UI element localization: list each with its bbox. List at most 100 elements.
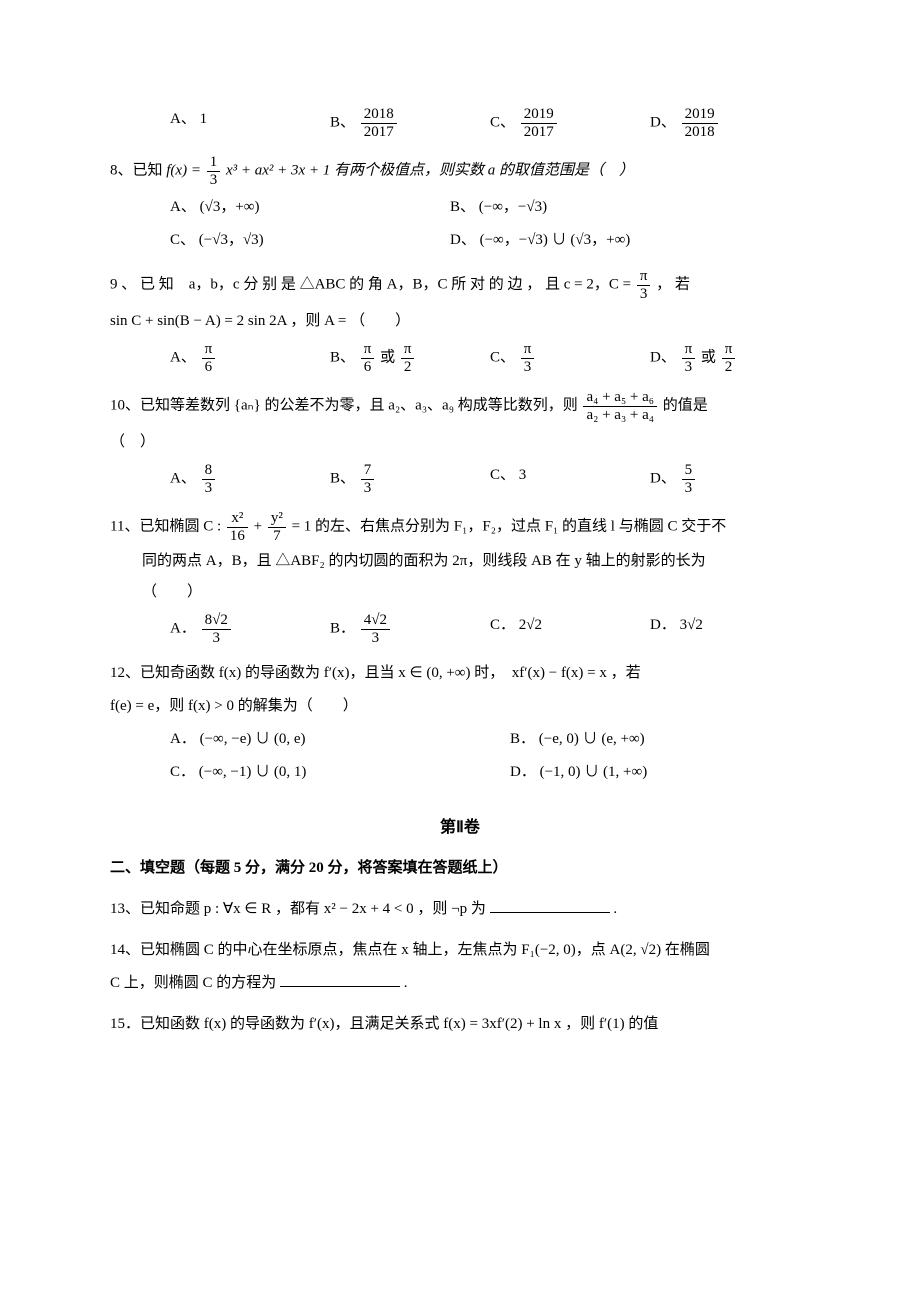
denominator: 3	[637, 286, 651, 303]
opt-text: (−∞，−√3) ∪ (√3，+∞)	[480, 232, 631, 248]
text: .	[404, 975, 408, 991]
opt-text: (−∞, −e) ∪ (0, e)	[200, 731, 306, 747]
blank	[280, 971, 400, 987]
q10-opt-C: C、 3	[490, 462, 610, 496]
q8-stem: 8、已知 f(x) = 1 3 x³ + ax² + 3x + 1 有两个极值点…	[110, 154, 810, 188]
text: 或	[701, 349, 720, 365]
q11-opt-B: B． 4√2 3	[330, 612, 450, 646]
denominator: 6	[202, 359, 216, 376]
fraction: π 3	[521, 341, 535, 375]
opt-text: (−√3，√3)	[199, 232, 264, 248]
fraction: 8 3	[202, 462, 216, 496]
denominator: a₂ + a₃ + a₄	[583, 407, 657, 424]
opt-label: D、	[650, 114, 676, 130]
fraction: π 3	[637, 268, 651, 302]
math: f(x) =	[166, 162, 204, 178]
q12-opt-D: D． (−1, 0) ∪ (1, +∞)	[510, 759, 647, 786]
numerator: π	[521, 341, 535, 359]
q11-opt-C: C． 2√2	[490, 612, 610, 646]
opt-label: B、	[330, 114, 355, 130]
q8-options-row2: C、 (−√3，√3) D、 (−∞，−√3) ∪ (√3，+∞)	[110, 227, 810, 254]
numerator: π	[361, 341, 375, 359]
text: +	[254, 518, 266, 534]
denominator: 2	[722, 359, 736, 376]
opt-label: A、	[170, 111, 196, 127]
denominator: 3	[207, 172, 221, 189]
opt-label: D、	[450, 232, 476, 248]
denominator: 6	[361, 359, 375, 376]
opt-label: C．	[490, 617, 515, 633]
section2-heading: 二、填空题（每题 5 分，满分 20 分，将答案填在答题纸上）	[110, 855, 810, 882]
fraction: 5 3	[682, 462, 696, 496]
numerator: 4√2	[361, 612, 390, 630]
text: 或	[380, 349, 399, 365]
text: .	[613, 901, 617, 917]
numerator: 2019	[682, 106, 718, 124]
q10-options: A、 8 3 B、 7 3 C、 3 D、 5 3	[110, 462, 810, 496]
numerator: π	[401, 341, 415, 359]
opt-text: (−∞, −1) ∪ (0, 1)	[199, 764, 307, 780]
text: C 上，则椭圆 C 的方程为	[110, 975, 276, 991]
q11-opt-A: A． 8√2 3	[170, 612, 290, 646]
q10-opt-A: A、 8 3	[170, 462, 290, 496]
text: = 1 的左、右焦点分别为 F₁，F₂，过点 F₁ 的直线 l 与椭圆 C 交于…	[292, 518, 727, 534]
opt-label: D、	[650, 349, 676, 365]
opt-label: A．	[170, 620, 196, 636]
opt-label: C、	[170, 232, 195, 248]
numerator: x²	[227, 510, 248, 528]
opt-label: C．	[170, 764, 195, 780]
q7-opt-B: B、 2018 2017	[330, 106, 450, 140]
fraction: 8√2 3	[202, 612, 231, 646]
q9-stem-line2: sin C + sin(B − A) = 2 sin 2A ，则 A = （ ）	[110, 308, 810, 335]
q12-opt-A: A． (−∞, −e) ∪ (0, e)	[170, 726, 470, 753]
q12-opt-B: B． (−e, 0) ∪ (e, +∞)	[510, 726, 645, 753]
q9-opt-B: B、 π 6 或 π 2	[330, 341, 450, 375]
opt-label: A、	[170, 470, 196, 486]
denominator: 3	[202, 630, 231, 647]
fraction: π 6	[202, 341, 216, 375]
q12-stem-line2: f(e) = e，则 f(x) > 0 的解集为（ ）	[110, 693, 810, 720]
numerator: π	[722, 341, 736, 359]
q15: 15．已知函数 f(x) 的导函数为 f′(x)，且满足关系式 f(x) = 3…	[110, 1011, 810, 1038]
q9-opt-D: D、 π 3 或 π 2	[650, 341, 770, 375]
text: 8、已知	[110, 162, 166, 178]
opt-text: (−e, 0) ∪ (e, +∞)	[539, 731, 645, 747]
opt-label: B．	[510, 731, 535, 747]
denominator: 3	[202, 480, 216, 497]
fraction: y² 7	[268, 510, 286, 544]
q9-opt-A: A、 π 6	[170, 341, 290, 375]
opt-label: D、	[650, 470, 676, 486]
numerator: π	[682, 341, 696, 359]
text: 9 、 已 知 a，b，c 分 别 是 △ABC 的 角 A，B，C 所 对 的…	[110, 276, 635, 292]
fraction: 7 3	[361, 462, 375, 496]
denominator: 3	[682, 359, 696, 376]
q8-opt-D: D、 (−∞，−√3) ∪ (√3，+∞)	[450, 227, 630, 254]
q7-opt-A: A、 1	[170, 106, 290, 140]
opt-text: (√3，+∞)	[200, 199, 260, 215]
opt-val: 2√2	[519, 617, 542, 633]
fraction: 4√2 3	[361, 612, 390, 646]
numerator: y²	[268, 510, 286, 528]
q14-line2: C 上，则椭圆 C 的方程为 .	[110, 970, 810, 997]
numerator: 8	[202, 462, 216, 480]
numerator: π	[202, 341, 216, 359]
section2-title: 第Ⅱ卷	[110, 814, 810, 843]
denominator: 7	[268, 528, 286, 545]
q12-options-row1: A． (−∞, −e) ∪ (0, e) B． (−e, 0) ∪ (e, +∞…	[110, 726, 810, 753]
fraction: π 3	[682, 341, 696, 375]
q8-opt-B: B、 (−∞，−√3)	[450, 194, 547, 221]
fraction: 2018 2017	[361, 106, 397, 140]
q10-stem-line2: （ ）	[110, 429, 810, 456]
numerator: π	[637, 268, 651, 286]
q10-opt-B: B、 7 3	[330, 462, 450, 496]
opt-label: A、	[170, 199, 196, 215]
opt-val: 3√2	[680, 617, 703, 633]
denominator: 2017	[521, 124, 557, 141]
opt-label: B、	[330, 470, 355, 486]
text: 11、已知椭圆 C :	[110, 518, 225, 534]
text: ， 若	[656, 276, 690, 292]
opt-label: C、	[490, 467, 515, 483]
q14-line1: 14、已知椭圆 C 的中心在坐标原点，焦点在 x 轴上，左焦点为 F₁(−2, …	[110, 937, 810, 964]
q11-opt-D: D． 3√2	[650, 612, 770, 646]
opt-label: C、	[490, 349, 515, 365]
